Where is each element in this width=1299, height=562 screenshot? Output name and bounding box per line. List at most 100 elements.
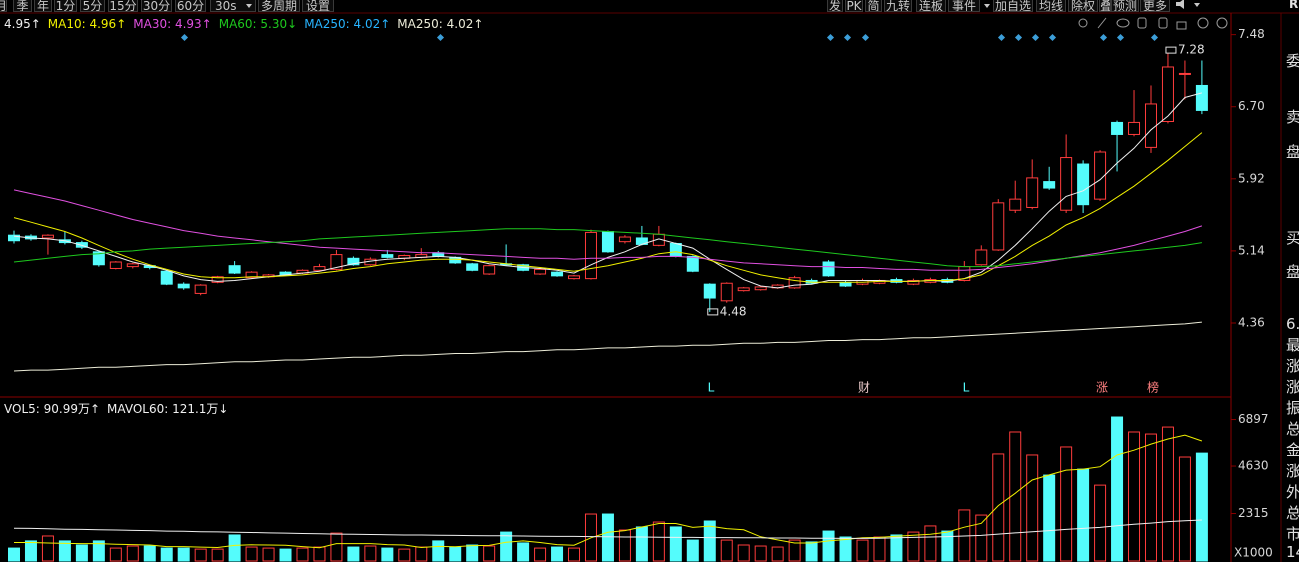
toolbar-button[interactable]: 预测 xyxy=(1111,0,1139,12)
event-marker xyxy=(1031,33,1040,42)
ma-legend: 4.95↑ MA10: 4.96↑ MA30: 4.93↑ MA60: 5.30↓ MA… xyxy=(4,17,490,31)
toolbar-button[interactable]: PK xyxy=(845,0,863,12)
volume-bar xyxy=(805,541,818,562)
toolbar-button[interactable]: 1分 xyxy=(54,0,77,12)
zoom-in-icon[interactable] xyxy=(1197,17,1209,29)
toolbar-button[interactable]: 均线 xyxy=(1036,0,1066,12)
event-marker xyxy=(1150,33,1159,42)
zoom-out-icon[interactable] xyxy=(1216,17,1228,29)
toolbar-button[interactable]: 简 xyxy=(865,0,882,12)
dropdown-arrow[interactable] xyxy=(984,4,990,8)
side-label: 总 xyxy=(1286,420,1299,438)
toolbar-button[interactable]: 30s xyxy=(210,0,256,12)
eye-icon[interactable] xyxy=(1116,18,1130,28)
volume-bar xyxy=(839,536,852,562)
draw-icon[interactable] xyxy=(1097,17,1107,29)
toolbar-button[interactable]: 年 xyxy=(34,0,52,12)
candle-body xyxy=(992,202,1005,251)
volume-bar xyxy=(551,546,564,562)
toolbar-button[interactable]: 季 xyxy=(13,0,32,12)
candle-body xyxy=(41,234,54,239)
side-label: 最 xyxy=(1286,336,1299,354)
volume-bar xyxy=(924,525,937,562)
toolbar-button[interactable]: 除权 xyxy=(1068,0,1098,12)
settings-icon[interactable] xyxy=(1078,18,1088,28)
volume-bar xyxy=(1060,446,1073,562)
y-tick-label: 5.92 xyxy=(1238,171,1265,185)
toolbar-arrows[interactable] xyxy=(246,0,1200,9)
dropdown-arrow[interactable] xyxy=(246,4,252,8)
toolbar-button[interactable]: 15分 xyxy=(108,0,138,12)
candle-body xyxy=(601,230,614,253)
toolbar-button[interactable]: 5分 xyxy=(80,0,105,12)
dropdown-arrow[interactable] xyxy=(1194,3,1200,7)
toolbar-button[interactable]: 事件 xyxy=(948,0,980,12)
event-marker xyxy=(861,33,870,42)
candle-body xyxy=(313,266,326,271)
candle-body xyxy=(1060,157,1073,211)
y-tick-label: 6897 xyxy=(1238,412,1269,426)
hand-icon[interactable] xyxy=(1158,17,1168,29)
candle-body xyxy=(245,271,258,279)
sound-icon[interactable] xyxy=(1176,0,1184,9)
legend-entry: MA250: 4.02↑ xyxy=(304,17,391,31)
volume-bar xyxy=(1161,426,1174,562)
volume-bar xyxy=(398,548,411,562)
side-label: 卖 xyxy=(1286,108,1299,126)
top-right-label: R xyxy=(1289,0,1299,11)
candle-body xyxy=(788,277,801,289)
volume-bar xyxy=(534,547,547,562)
toolbar-button[interactable]: 多周期 xyxy=(258,0,300,12)
volume-bar xyxy=(635,526,648,562)
volume-bar xyxy=(1128,431,1141,562)
volume-bar xyxy=(449,546,462,562)
side-label: 6. xyxy=(1286,315,1299,333)
toolbar-button[interactable]: 加自选 xyxy=(993,0,1033,12)
volume-bar xyxy=(143,545,156,562)
volume-bar xyxy=(568,547,581,562)
legend-entry: MA30: 4.93↑ xyxy=(133,17,212,31)
volume-bar xyxy=(669,526,682,562)
volume-bar xyxy=(1094,484,1107,562)
toolbar-button[interactable]: 60分 xyxy=(175,0,206,12)
signal-label: 涨 xyxy=(1096,380,1108,395)
event-marker xyxy=(843,33,852,42)
volume-bar xyxy=(92,540,105,562)
lock-icon[interactable] xyxy=(1176,21,1187,30)
candle-body xyxy=(669,243,682,257)
toolbar-button[interactable]: 设置 xyxy=(302,0,334,12)
volume-bars xyxy=(8,416,1208,562)
toolbar-button[interactable]: 月 xyxy=(0,0,7,12)
candle-body xyxy=(703,283,716,299)
volume-bar xyxy=(296,547,309,562)
toolbar-button[interactable]: 更多 xyxy=(1140,0,1170,12)
volume-bar xyxy=(907,531,920,562)
toolbar-button[interactable]: 30分 xyxy=(141,0,172,12)
toolbar-button[interactable]: 连板 xyxy=(916,0,946,12)
volume-bar xyxy=(160,547,173,562)
volume-bar xyxy=(992,453,1005,562)
candle-body xyxy=(1077,163,1090,206)
legend-entry: MA60: 5.30↓ xyxy=(218,17,298,31)
tool-icons[interactable] xyxy=(1078,17,1228,30)
signal-label: 榜 xyxy=(1147,380,1159,395)
candle-body xyxy=(177,283,190,289)
ma-line xyxy=(13,132,1203,283)
volume-bar xyxy=(211,548,224,562)
volume-bar xyxy=(483,545,496,562)
volume-bar xyxy=(873,536,886,562)
toolbar-button[interactable]: 发 xyxy=(827,0,843,12)
candle-body xyxy=(211,276,224,283)
y-tick-label: 5.14 xyxy=(1238,243,1265,257)
volume-bar xyxy=(313,546,326,562)
ma-line xyxy=(13,189,1203,271)
volume-bar xyxy=(347,546,360,562)
volume-bar xyxy=(737,544,750,562)
target-icon[interactable] xyxy=(1137,17,1147,29)
toolbar-button[interactable]: 九转 xyxy=(884,0,912,12)
volume-bar xyxy=(720,539,733,562)
volume-bar xyxy=(1144,433,1157,562)
candle-body xyxy=(109,261,122,269)
toolbar-button[interactable]: 叠 xyxy=(1099,0,1111,12)
side-label: 14 xyxy=(1286,543,1299,561)
